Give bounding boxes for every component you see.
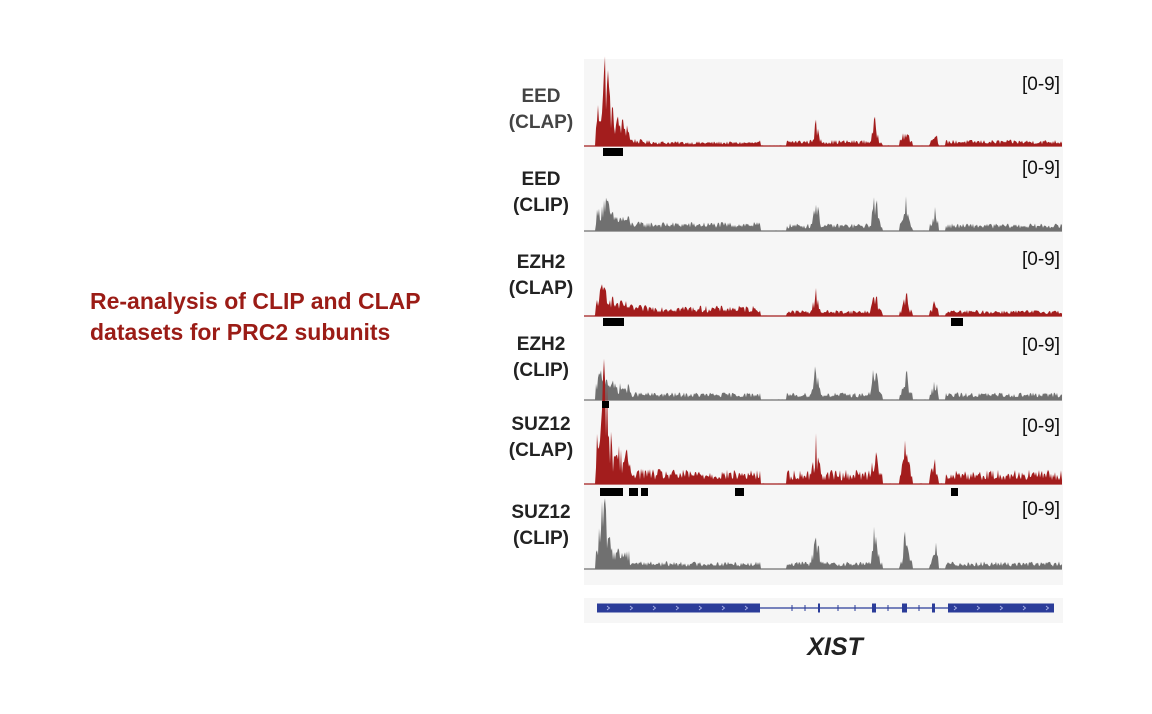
coverage-area-1 bbox=[594, 196, 1062, 231]
gene-exon-2 bbox=[872, 603, 876, 613]
coverage-area-2 bbox=[594, 284, 1062, 316]
track-label-ezh2-clip: EZH2 (CLIP) bbox=[485, 332, 597, 384]
strand-arrow-icon bbox=[698, 605, 703, 611]
peak-call-2 bbox=[951, 318, 963, 326]
gene-exon-1 bbox=[818, 603, 820, 613]
strand-arrow-icon bbox=[675, 605, 680, 611]
peak-call-8 bbox=[951, 488, 958, 496]
track-label-eed-clap: EED (CLAP) bbox=[485, 84, 597, 136]
track-protein: SUZ12 bbox=[511, 414, 571, 435]
track-range-suz12-clap: [0-9] bbox=[1021, 416, 1060, 437]
track-protein: EED bbox=[521, 86, 561, 107]
track-protein: EED bbox=[521, 169, 561, 190]
peak-call-4 bbox=[600, 488, 623, 496]
peak-call-0 bbox=[603, 148, 623, 156]
coverage-area-0 bbox=[594, 56, 1062, 146]
track-protein: EZH2 bbox=[516, 252, 566, 273]
track-assay: (CLIP) bbox=[513, 195, 569, 216]
peak-call-3 bbox=[602, 401, 609, 408]
track-assay: (CLIP) bbox=[513, 360, 569, 381]
track-range-eed-clip: [0-9] bbox=[1021, 158, 1060, 179]
strand-arrow-icon bbox=[744, 605, 749, 611]
peak-call-5 bbox=[629, 488, 638, 496]
track-label-eed-clip: EED (CLIP) bbox=[485, 167, 597, 219]
peak-call-1 bbox=[603, 318, 624, 326]
track-label-ezh2-clap: EZH2 (CLAP) bbox=[485, 250, 597, 302]
track-label-suz12-clip: SUZ12 (CLIP) bbox=[485, 500, 597, 552]
strand-arrow-icon bbox=[999, 605, 1004, 611]
strand-arrow-icon bbox=[976, 605, 981, 611]
track-range-eed-clap: [0-9] bbox=[1021, 74, 1060, 95]
strand-arrow-icon bbox=[606, 605, 611, 611]
peak-call-7 bbox=[735, 488, 744, 496]
strand-arrow-icon bbox=[1045, 605, 1050, 611]
track-range-suz12-clip: [0-9] bbox=[1021, 499, 1060, 520]
track-protein: SUZ12 bbox=[511, 502, 571, 523]
track-assay: (CLIP) bbox=[513, 528, 569, 549]
strand-arrow-icon bbox=[629, 605, 634, 611]
track-assay: (CLAP) bbox=[508, 112, 574, 133]
track-protein: EZH2 bbox=[516, 334, 566, 355]
coverage-area-3 bbox=[594, 366, 1062, 400]
strand-arrow-icon bbox=[953, 605, 958, 611]
strand-arrow-icon bbox=[652, 605, 657, 611]
coverage-area-5 bbox=[594, 498, 1062, 569]
track-range-ezh2-clap: [0-9] bbox=[1021, 249, 1060, 270]
track-range-ezh2-clip: [0-9] bbox=[1021, 335, 1060, 356]
headline-line-1: Re-analysis of CLIP and CLAP bbox=[90, 288, 421, 314]
headline-line-2: datasets for PRC2 subunits bbox=[90, 319, 391, 345]
gene-exon-4 bbox=[932, 603, 935, 613]
track-assay: (CLAP) bbox=[508, 278, 574, 299]
coverage-panel bbox=[584, 59, 1063, 585]
figure-headline: Re-analysis of CLIP and CLAP datasets fo… bbox=[90, 286, 490, 348]
gene-exon-3 bbox=[902, 603, 907, 613]
track-label-suz12-clap: SUZ12 (CLAP) bbox=[485, 412, 597, 464]
peak-call-6 bbox=[641, 488, 648, 496]
strand-arrow-icon bbox=[721, 605, 726, 611]
gene-name-label: XIST bbox=[807, 633, 863, 661]
track-assay: (CLAP) bbox=[508, 440, 574, 461]
coverage-area-4 bbox=[594, 358, 1062, 484]
strand-arrow-icon bbox=[1022, 605, 1027, 611]
gene-exon-5 bbox=[948, 603, 1054, 613]
